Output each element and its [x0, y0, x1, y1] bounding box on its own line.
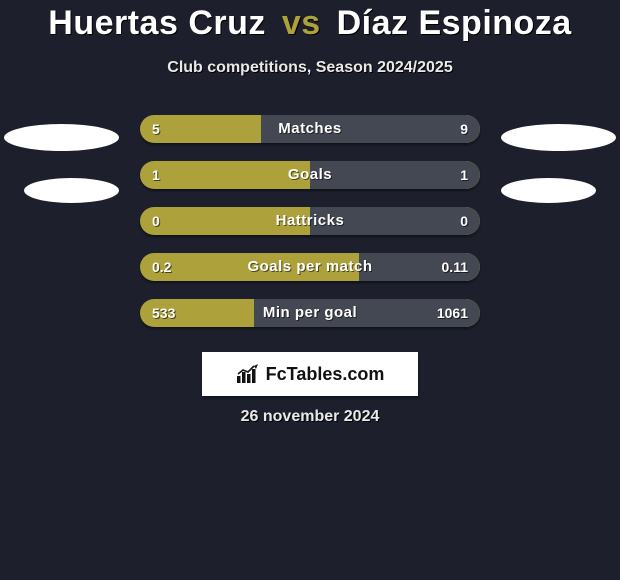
stat-row: Min per goal5331061: [0, 299, 620, 345]
brand-badge: FcTables.com: [202, 352, 418, 396]
stat-bar-track: [140, 207, 480, 235]
stat-bar-right: [359, 253, 480, 281]
subtitle: Club competitions, Season 2024/2025: [0, 59, 620, 77]
stat-bar-track: [140, 161, 480, 189]
stat-bar-track: [140, 115, 480, 143]
stat-bar-right: [310, 161, 480, 189]
stat-row: Hattricks00: [0, 207, 620, 253]
stat-row: Goals11: [0, 161, 620, 207]
stat-bar-right: [254, 299, 480, 327]
page-title: Huertas Cruz vs Díaz Espinoza: [0, 0, 620, 43]
brand-text: FcTables.com: [266, 364, 385, 385]
stat-bar-right: [261, 115, 480, 143]
date-label: 26 november 2024: [0, 408, 620, 426]
vs-label: vs: [282, 4, 321, 42]
stats-container: Matches59Goals11Hattricks00Goals per mat…: [0, 115, 620, 345]
stat-bar-right: [310, 207, 480, 235]
stat-row: Matches59: [0, 115, 620, 161]
chart-icon: [236, 364, 260, 384]
player1-name: Huertas Cruz: [48, 4, 266, 42]
player2-name: Díaz Espinoza: [337, 4, 572, 42]
stat-bar-track: [140, 299, 480, 327]
stat-bar-track: [140, 253, 480, 281]
stat-row: Goals per match0.20.11: [0, 253, 620, 299]
